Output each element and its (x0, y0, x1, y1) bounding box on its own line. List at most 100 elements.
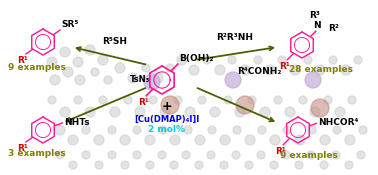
Circle shape (320, 135, 330, 145)
Text: R¹: R¹ (138, 98, 149, 107)
Text: R⁴CONH₂: R⁴CONH₂ (237, 68, 281, 76)
Circle shape (195, 135, 205, 145)
Circle shape (235, 107, 245, 117)
Text: [Cu(DMAP)₄I]I: [Cu(DMAP)₄I]I (134, 114, 200, 124)
Circle shape (332, 151, 340, 159)
Circle shape (60, 107, 70, 117)
Circle shape (124, 96, 132, 104)
Circle shape (63, 67, 73, 77)
Circle shape (198, 96, 206, 104)
Circle shape (236, 96, 254, 114)
Circle shape (115, 63, 125, 73)
Circle shape (98, 55, 108, 65)
Circle shape (68, 135, 78, 145)
Text: NHTs: NHTs (64, 118, 89, 127)
Circle shape (56, 151, 64, 159)
Circle shape (320, 161, 328, 169)
Text: R¹: R¹ (279, 62, 290, 71)
Circle shape (324, 96, 332, 104)
Circle shape (333, 126, 341, 134)
Circle shape (329, 56, 337, 64)
Circle shape (305, 72, 321, 88)
Text: 2 mol%: 2 mol% (149, 125, 186, 135)
Circle shape (91, 68, 99, 76)
Circle shape (270, 161, 278, 169)
Circle shape (142, 64, 150, 72)
Circle shape (73, 57, 83, 67)
Circle shape (135, 107, 145, 117)
Circle shape (307, 151, 315, 159)
Text: 28 examples: 28 examples (289, 65, 353, 75)
Circle shape (161, 96, 179, 114)
Text: 9 examples: 9 examples (280, 150, 338, 159)
Circle shape (225, 72, 241, 88)
Circle shape (166, 64, 174, 72)
Circle shape (55, 125, 65, 135)
Circle shape (348, 96, 356, 104)
Circle shape (345, 161, 353, 169)
Circle shape (203, 56, 211, 64)
Circle shape (295, 135, 305, 145)
Circle shape (170, 135, 180, 145)
Text: NHCOR⁴: NHCOR⁴ (318, 118, 358, 127)
Circle shape (48, 96, 56, 104)
Circle shape (182, 151, 190, 159)
Circle shape (258, 126, 266, 134)
Text: R¹: R¹ (275, 148, 286, 156)
Circle shape (290, 65, 300, 75)
Circle shape (304, 56, 312, 64)
Text: R⁵SH: R⁵SH (102, 37, 127, 47)
Circle shape (311, 99, 329, 117)
Text: B(OH)₂: B(OH)₂ (179, 54, 213, 63)
Circle shape (159, 126, 167, 134)
Circle shape (215, 65, 225, 75)
Circle shape (146, 161, 154, 169)
Circle shape (74, 96, 82, 104)
Circle shape (60, 47, 70, 57)
Circle shape (270, 135, 280, 145)
Circle shape (85, 45, 95, 55)
Circle shape (120, 135, 130, 145)
Text: R²: R² (328, 24, 339, 33)
Circle shape (285, 107, 295, 117)
Circle shape (210, 107, 220, 117)
Circle shape (315, 65, 325, 75)
Circle shape (108, 126, 116, 134)
Circle shape (75, 75, 85, 85)
Circle shape (85, 107, 95, 117)
Circle shape (274, 96, 282, 104)
Circle shape (228, 56, 236, 64)
Circle shape (208, 126, 216, 134)
Circle shape (94, 135, 104, 145)
Circle shape (153, 73, 163, 83)
Circle shape (308, 126, 316, 134)
Circle shape (82, 151, 90, 159)
Circle shape (121, 161, 129, 169)
Circle shape (95, 161, 103, 169)
Text: +: + (162, 100, 172, 113)
Text: R¹: R¹ (17, 56, 28, 65)
Circle shape (257, 151, 265, 159)
Circle shape (282, 151, 290, 159)
Circle shape (170, 161, 178, 169)
Circle shape (357, 151, 365, 159)
Circle shape (240, 65, 250, 75)
Circle shape (99, 96, 107, 104)
Circle shape (50, 75, 60, 85)
Circle shape (220, 161, 228, 169)
Circle shape (224, 96, 232, 104)
Text: R²R³NH: R²R³NH (217, 33, 254, 41)
Circle shape (354, 56, 362, 64)
Circle shape (149, 96, 157, 104)
Circle shape (185, 107, 195, 117)
Circle shape (295, 161, 303, 169)
Circle shape (278, 56, 286, 64)
Circle shape (207, 151, 215, 159)
Circle shape (69, 161, 77, 169)
Text: N: N (313, 21, 321, 30)
Circle shape (232, 151, 240, 159)
Circle shape (47, 57, 57, 67)
Circle shape (104, 76, 112, 84)
Circle shape (110, 107, 120, 117)
Circle shape (184, 126, 192, 134)
